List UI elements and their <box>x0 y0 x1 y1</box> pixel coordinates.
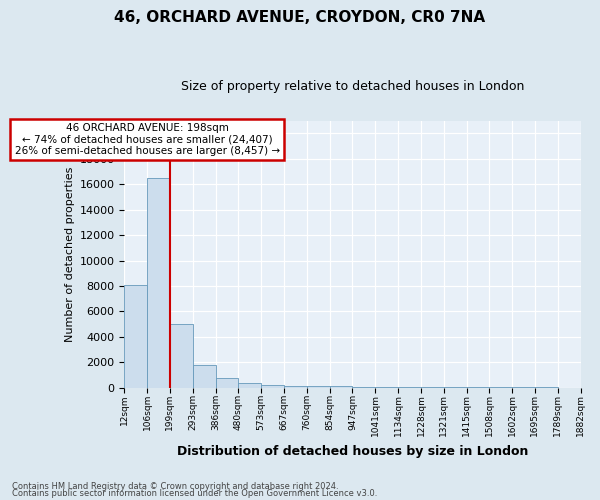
Y-axis label: Number of detached properties: Number of detached properties <box>65 166 75 342</box>
Bar <box>193 364 215 388</box>
Bar <box>147 178 170 388</box>
Bar <box>307 386 330 388</box>
Bar <box>261 384 284 388</box>
Bar <box>330 386 352 388</box>
Text: Contains public sector information licensed under the Open Government Licence v3: Contains public sector information licen… <box>12 489 377 498</box>
Bar <box>352 387 376 388</box>
Text: 46, ORCHARD AVENUE, CROYDON, CR0 7NA: 46, ORCHARD AVENUE, CROYDON, CR0 7NA <box>115 10 485 25</box>
Bar <box>443 387 467 388</box>
Bar <box>215 378 238 388</box>
Text: Contains HM Land Registry data © Crown copyright and database right 2024.: Contains HM Land Registry data © Crown c… <box>12 482 338 491</box>
Bar <box>284 386 307 388</box>
Bar <box>170 324 193 388</box>
Text: 46 ORCHARD AVENUE: 198sqm
← 74% of detached houses are smaller (24,407)
26% of s: 46 ORCHARD AVENUE: 198sqm ← 74% of detac… <box>14 123 280 156</box>
Bar <box>398 387 421 388</box>
Title: Size of property relative to detached houses in London: Size of property relative to detached ho… <box>181 80 524 93</box>
X-axis label: Distribution of detached houses by size in London: Distribution of detached houses by size … <box>177 444 528 458</box>
Bar <box>238 383 261 388</box>
Bar <box>421 387 443 388</box>
Bar <box>376 387 398 388</box>
Bar <box>124 286 147 388</box>
